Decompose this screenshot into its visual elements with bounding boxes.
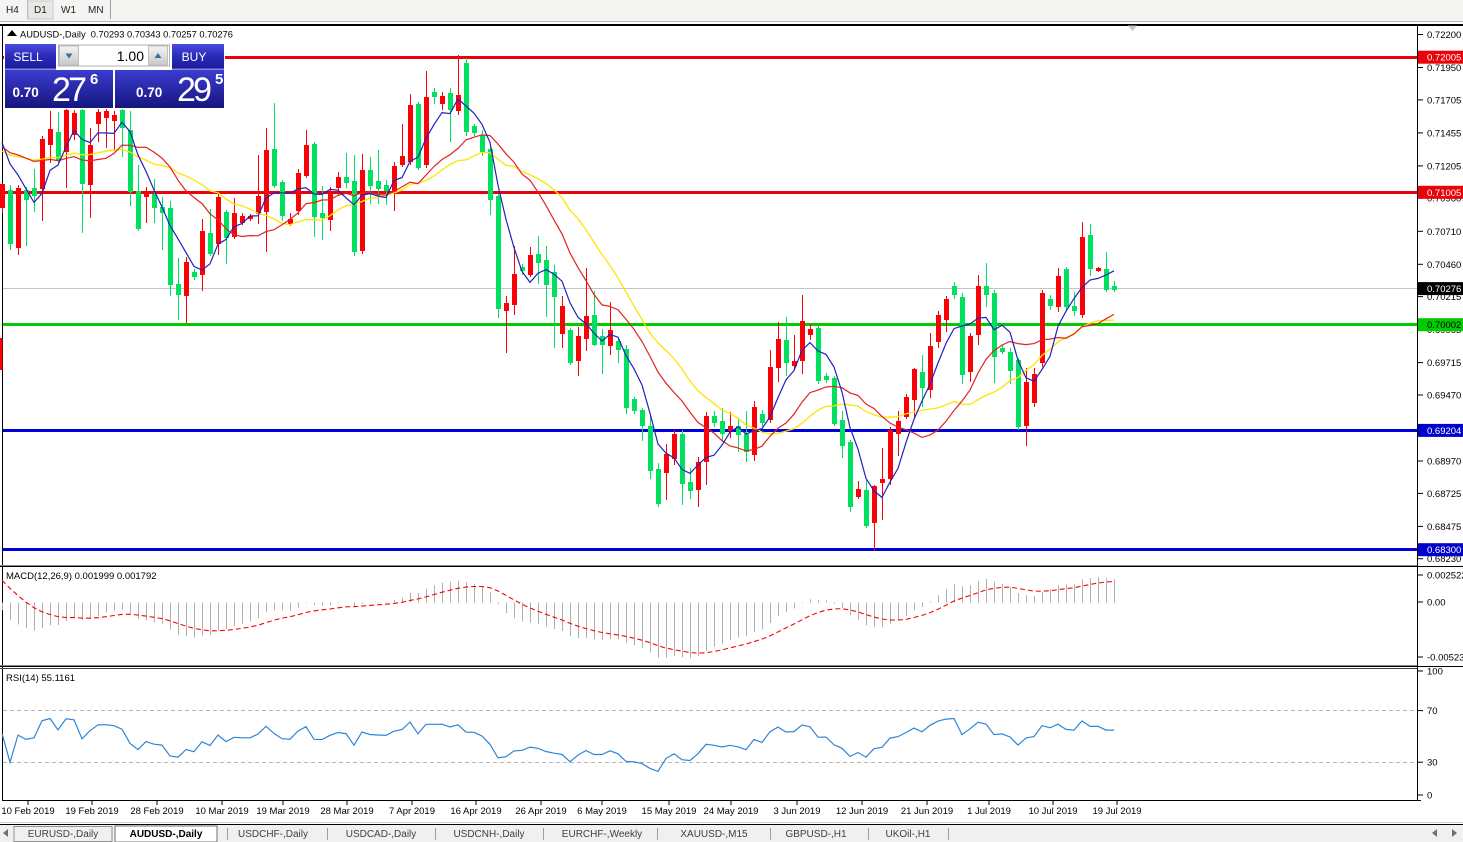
svg-text:0.00: 0.00 — [1427, 598, 1446, 609]
svg-text:0.71205: 0.71205 — [1427, 161, 1461, 172]
svg-text:0.002522: 0.002522 — [1427, 571, 1463, 582]
svg-text:0.70710: 0.70710 — [1427, 227, 1461, 238]
svg-text:0.70460: 0.70460 — [1427, 260, 1461, 271]
svg-text:16 Apr 2019: 16 Apr 2019 — [450, 806, 501, 817]
svg-text:7 Apr 2019: 7 Apr 2019 — [389, 806, 435, 817]
svg-text:XAUUSD-,M15: XAUUSD-,M15 — [680, 829, 748, 840]
svg-text:0.70276: 0.70276 — [1427, 284, 1461, 295]
svg-text:0.71705: 0.71705 — [1427, 95, 1461, 106]
svg-text:AUDUSD-,Daily: AUDUSD-,Daily — [130, 829, 203, 840]
svg-text:12 Jun 2019: 12 Jun 2019 — [836, 806, 888, 817]
svg-text:19 Mar 2019: 19 Mar 2019 — [256, 806, 309, 817]
svg-text:0.71950: 0.71950 — [1427, 63, 1461, 74]
svg-text:0.70215: 0.70215 — [1427, 292, 1461, 303]
svg-text:0.68475: 0.68475 — [1427, 522, 1461, 533]
svg-text:3 Jun 2019: 3 Jun 2019 — [773, 806, 820, 817]
svg-text:MN: MN — [88, 5, 104, 16]
svg-text:21 Jun 2019: 21 Jun 2019 — [901, 806, 953, 817]
svg-text:D1: D1 — [34, 5, 47, 16]
svg-text:0.72200: 0.72200 — [1427, 30, 1461, 41]
svg-text:0.71005: 0.71005 — [1427, 188, 1461, 199]
svg-text:1 Jul 2019: 1 Jul 2019 — [967, 806, 1011, 817]
svg-text:6: 6 — [90, 71, 98, 88]
svg-text:19 Feb 2019: 19 Feb 2019 — [65, 806, 118, 817]
svg-text:USDCNH-,Daily: USDCNH-,Daily — [453, 829, 524, 840]
svg-text:USDCHF-,Daily: USDCHF-,Daily — [238, 829, 308, 840]
svg-text:-0.005234: -0.005234 — [1427, 653, 1463, 664]
svg-text:RSI(14) 55.1161: RSI(14) 55.1161 — [6, 673, 75, 684]
svg-text:0.70960: 0.70960 — [1427, 194, 1461, 205]
svg-text:24 May 2019: 24 May 2019 — [704, 806, 759, 817]
svg-text:10 Mar 2019: 10 Mar 2019 — [195, 806, 248, 817]
svg-text:GBPUSD-,H1: GBPUSD-,H1 — [785, 829, 847, 840]
svg-text:28 Feb 2019: 28 Feb 2019 — [130, 806, 183, 817]
svg-text:0.68300: 0.68300 — [1427, 545, 1461, 556]
svg-text:H4: H4 — [6, 5, 19, 16]
svg-text:BUY: BUY — [182, 50, 207, 64]
svg-text:6 May 2019: 6 May 2019 — [577, 806, 627, 817]
svg-text:USDCAD-,Daily: USDCAD-,Daily — [346, 829, 417, 840]
svg-text:0.68970: 0.68970 — [1427, 457, 1461, 468]
svg-text:0.72005: 0.72005 — [1427, 53, 1461, 64]
svg-text:26 Apr 2019: 26 Apr 2019 — [515, 806, 566, 817]
svg-text:0.69470: 0.69470 — [1427, 391, 1461, 402]
svg-text:0.71455: 0.71455 — [1427, 128, 1461, 139]
svg-text:100: 100 — [1427, 667, 1443, 678]
svg-text:5: 5 — [215, 71, 223, 88]
svg-text:0.69715: 0.69715 — [1427, 358, 1461, 369]
svg-text:0.68230: 0.68230 — [1427, 554, 1461, 565]
svg-text:AUDUSD-,Daily 0.70293 0.70343: AUDUSD-,Daily 0.70293 0.70343 0.70257 0.… — [20, 30, 233, 40]
svg-text:0.70: 0.70 — [136, 85, 162, 100]
svg-text:10 Jul 2019: 10 Jul 2019 — [1028, 806, 1077, 817]
svg-text:70: 70 — [1427, 706, 1438, 717]
svg-text:0.68725: 0.68725 — [1427, 489, 1461, 500]
svg-text:0.70002: 0.70002 — [1427, 320, 1461, 331]
svg-text:UKOil-,H1: UKOil-,H1 — [885, 829, 930, 840]
svg-text:1.00: 1.00 — [117, 48, 144, 64]
svg-text:0.70: 0.70 — [13, 85, 39, 100]
svg-text:28 Mar 2019: 28 Mar 2019 — [320, 806, 373, 817]
svg-text:SELL: SELL — [13, 50, 43, 64]
svg-text:MACD(12,26,9) 0.001999 0.00179: MACD(12,26,9) 0.001999 0.001792 — [6, 571, 157, 582]
svg-text:EURCHF-,Weekly: EURCHF-,Weekly — [562, 829, 642, 840]
svg-text:29: 29 — [177, 71, 212, 109]
svg-text:27: 27 — [52, 71, 87, 109]
svg-text:0.69204: 0.69204 — [1427, 426, 1461, 437]
svg-text:19 Jul 2019: 19 Jul 2019 — [1092, 806, 1141, 817]
svg-text:10 Feb 2019: 10 Feb 2019 — [1, 806, 54, 817]
svg-text:W1: W1 — [61, 5, 76, 16]
svg-text:0: 0 — [1427, 791, 1432, 802]
svg-text:15 May 2019: 15 May 2019 — [642, 806, 697, 817]
svg-text:30: 30 — [1427, 758, 1438, 769]
svg-text:EURUSD-,Daily: EURUSD-,Daily — [28, 829, 99, 840]
